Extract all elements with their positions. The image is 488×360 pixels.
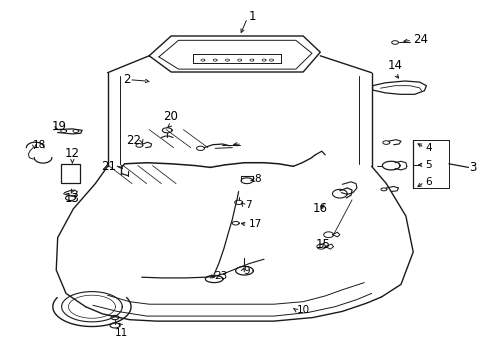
Text: 16: 16: [312, 202, 327, 215]
Text: 9: 9: [243, 266, 250, 276]
Text: 4: 4: [425, 143, 431, 153]
Text: 8: 8: [254, 174, 261, 184]
Text: 22: 22: [125, 134, 141, 147]
Text: 7: 7: [245, 200, 252, 210]
Text: 21: 21: [101, 160, 116, 173]
Text: 17: 17: [248, 219, 261, 229]
Text: 13: 13: [65, 192, 80, 204]
Text: 3: 3: [468, 161, 476, 174]
Text: 23: 23: [214, 271, 227, 282]
Text: 1: 1: [248, 10, 255, 23]
Bar: [61, 164, 80, 183]
Text: 11: 11: [114, 328, 128, 338]
Text: 2: 2: [123, 73, 131, 86]
Text: 6: 6: [425, 177, 431, 187]
Text: 18: 18: [33, 140, 46, 150]
Text: 14: 14: [387, 59, 402, 72]
Text: 24: 24: [412, 33, 427, 46]
Text: 20: 20: [163, 110, 177, 123]
Text: 10: 10: [297, 305, 310, 315]
Text: 5: 5: [425, 160, 431, 170]
Text: 12: 12: [65, 147, 80, 160]
Text: 15: 15: [315, 238, 329, 251]
Text: 19: 19: [51, 120, 66, 133]
